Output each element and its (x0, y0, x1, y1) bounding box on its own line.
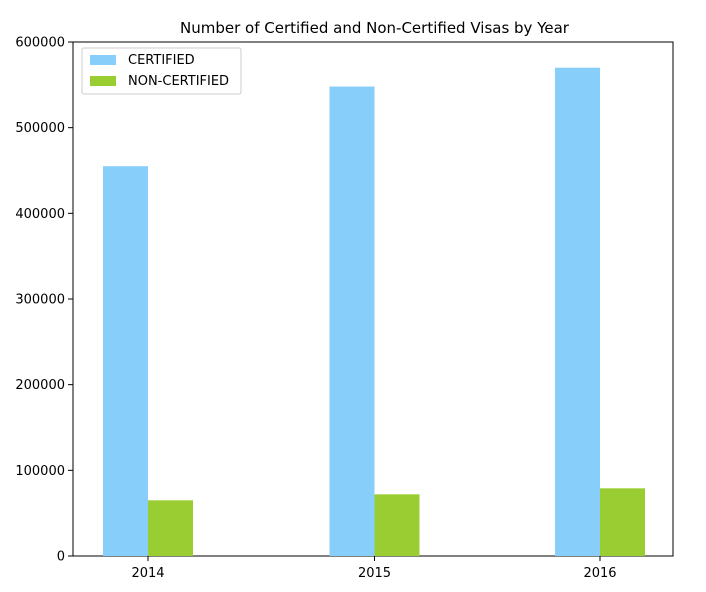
x-tick-label-2016: 2016 (583, 566, 616, 581)
legend-swatch-certified (90, 55, 116, 65)
y-tick-label-200000: 200000 (15, 378, 65, 393)
bar-non-certified-2014 (148, 500, 193, 556)
plot-area: 0 100000 200000 300000 400000 500000 600000 20… (15, 36, 674, 581)
x-tick-label-2014: 2014 (131, 566, 164, 581)
legend-swatch-non-certified (90, 76, 116, 86)
legend-label-certified: CERTIFIED (128, 53, 195, 68)
legend-label-non-certified: NON-CERTIFIED (128, 74, 229, 89)
bar-certified-2016 (555, 67, 600, 556)
y-tick-label-300000: 300000 (15, 293, 65, 308)
bars-group (103, 67, 645, 557)
legend: CERTIFIED NON-CERTIFIED (81, 47, 242, 95)
y-tick-label-500000: 500000 (15, 121, 65, 136)
legend-frame (81, 47, 242, 95)
bar-non-certified-2015 (374, 494, 420, 556)
y-tick-label-100000: 100000 (15, 464, 65, 479)
bar-certified-2015 (329, 86, 375, 557)
y-tick-label-0: 0 (57, 550, 65, 565)
y-tick-label-400000: 400000 (15, 207, 65, 222)
y-axis: 0 100000 200000 300000 400000 500000 600000 (15, 36, 73, 565)
y-tick-label-600000: 600000 (15, 36, 65, 51)
bar-certified-2014 (103, 166, 148, 556)
bar-non-certified-2016 (600, 488, 645, 556)
chart-title: Number of Certified and Non-Certified Vi… (180, 19, 570, 37)
x-axis: 2014 2015 2016 (131, 556, 617, 581)
x-tick-label-2015: 2015 (358, 566, 391, 581)
